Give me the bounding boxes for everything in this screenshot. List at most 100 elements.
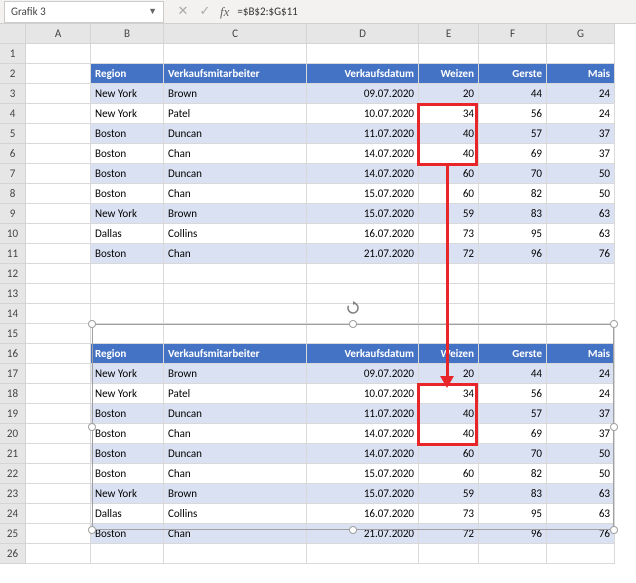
selection-handle[interactable] (349, 320, 357, 328)
column-header[interactable]: D (307, 24, 419, 44)
cell[interactable]: 15.07.2020 (307, 484, 419, 504)
cell[interactable]: 63 (547, 484, 615, 504)
row-header[interactable]: 7 (0, 164, 26, 184)
cell[interactable] (547, 44, 615, 64)
cell[interactable] (164, 284, 307, 304)
cell[interactable] (419, 44, 479, 64)
row-header[interactable]: 16 (0, 344, 26, 364)
cell[interactable] (26, 344, 91, 364)
row-header[interactable]: 12 (0, 264, 26, 284)
cell[interactable]: Gerste (479, 344, 547, 364)
cell[interactable] (307, 264, 419, 284)
cell[interactable]: 95 (479, 504, 547, 524)
cell[interactable]: 15.07.2020 (307, 204, 419, 224)
cell[interactable]: 15.07.2020 (307, 184, 419, 204)
cell[interactable]: 70 (479, 444, 547, 464)
cell[interactable]: 60 (419, 164, 479, 184)
cell[interactable]: 50 (547, 184, 615, 204)
cell[interactable]: Dallas (91, 504, 164, 524)
cell[interactable]: Duncan (164, 164, 307, 184)
cell[interactable]: Duncan (164, 444, 307, 464)
cell[interactable]: Boston (91, 464, 164, 484)
cell[interactable]: 59 (419, 484, 479, 504)
cell[interactable] (91, 44, 164, 64)
cell[interactable]: 40 (419, 144, 479, 164)
column-header[interactable]: G (547, 24, 615, 44)
cell[interactable]: 69 (479, 424, 547, 444)
cell[interactable] (26, 424, 91, 444)
row-header[interactable]: 24 (0, 504, 26, 524)
cell[interactable] (479, 284, 547, 304)
cell[interactable]: Brown (164, 364, 307, 384)
selection-handle[interactable] (610, 423, 618, 431)
cell[interactable]: 14.07.2020 (307, 164, 419, 184)
cell[interactable] (26, 324, 91, 344)
row-header[interactable]: 10 (0, 224, 26, 244)
cell[interactable] (307, 324, 419, 344)
cell[interactable] (479, 264, 547, 284)
cell[interactable] (26, 484, 91, 504)
cell[interactable]: 60 (419, 444, 479, 464)
cell[interactable]: 34 (419, 104, 479, 124)
cell[interactable]: 40 (419, 404, 479, 424)
row-header[interactable]: 6 (0, 144, 26, 164)
cell[interactable] (547, 304, 615, 324)
cell[interactable]: 40 (419, 124, 479, 144)
cell[interactable]: 76 (547, 244, 615, 264)
cell[interactable] (307, 544, 419, 564)
cell[interactable]: 20 (419, 84, 479, 104)
cell[interactable] (26, 524, 91, 544)
row-header[interactable]: 9 (0, 204, 26, 224)
select-all-corner[interactable] (0, 24, 26, 44)
cell[interactable]: 14.07.2020 (307, 444, 419, 464)
row-header[interactable]: 13 (0, 284, 26, 304)
cell[interactable]: 16.07.2020 (307, 504, 419, 524)
cell[interactable]: 76 (547, 524, 615, 544)
cell[interactable]: Boston (91, 184, 164, 204)
cell[interactable]: Verkaufsmitarbeiter (164, 344, 307, 364)
column-header[interactable]: B (91, 24, 164, 44)
cell[interactable]: 72 (419, 244, 479, 264)
cell[interactable] (164, 304, 307, 324)
cell[interactable] (26, 444, 91, 464)
cell[interactable]: Mais (547, 64, 615, 84)
cell[interactable]: Boston (91, 404, 164, 424)
cell[interactable]: 09.07.2020 (307, 364, 419, 384)
cell[interactable] (419, 264, 479, 284)
row-header[interactable]: 21 (0, 444, 26, 464)
spreadsheet-grid[interactable]: ABCDEFG12RegionVerkaufsmitarbeiterVerkau… (0, 24, 636, 564)
row-header[interactable]: 23 (0, 484, 26, 504)
cell[interactable] (26, 304, 91, 324)
cell[interactable] (26, 184, 91, 204)
column-header[interactable]: E (419, 24, 479, 44)
cell[interactable] (164, 264, 307, 284)
cell[interactable]: Duncan (164, 124, 307, 144)
cell[interactable]: 82 (479, 464, 547, 484)
cell[interactable] (164, 544, 307, 564)
cell[interactable] (419, 284, 479, 304)
cell[interactable] (91, 324, 164, 344)
cell[interactable]: 50 (547, 464, 615, 484)
cell[interactable]: 21.07.2020 (307, 524, 419, 544)
cell[interactable]: 37 (547, 124, 615, 144)
cell[interactable]: 21.07.2020 (307, 244, 419, 264)
cell[interactable]: Boston (91, 164, 164, 184)
row-header[interactable]: 1 (0, 44, 26, 64)
cell[interactable]: 44 (479, 84, 547, 104)
cell[interactable]: New York (91, 364, 164, 384)
cell[interactable]: Region (91, 344, 164, 364)
cell[interactable]: New York (91, 204, 164, 224)
cell[interactable]: 57 (479, 124, 547, 144)
cell[interactable] (479, 44, 547, 64)
cell[interactable]: Chan (164, 464, 307, 484)
cell[interactable]: Weizen (419, 344, 479, 364)
cell[interactable] (26, 64, 91, 84)
cell[interactable] (26, 364, 91, 384)
cell[interactable]: Duncan (164, 404, 307, 424)
cell[interactable] (307, 304, 419, 324)
cell[interactable]: Chan (164, 524, 307, 544)
cell[interactable]: 83 (479, 484, 547, 504)
row-header[interactable]: 5 (0, 124, 26, 144)
cell[interactable] (26, 504, 91, 524)
selection-handle[interactable] (610, 320, 618, 328)
